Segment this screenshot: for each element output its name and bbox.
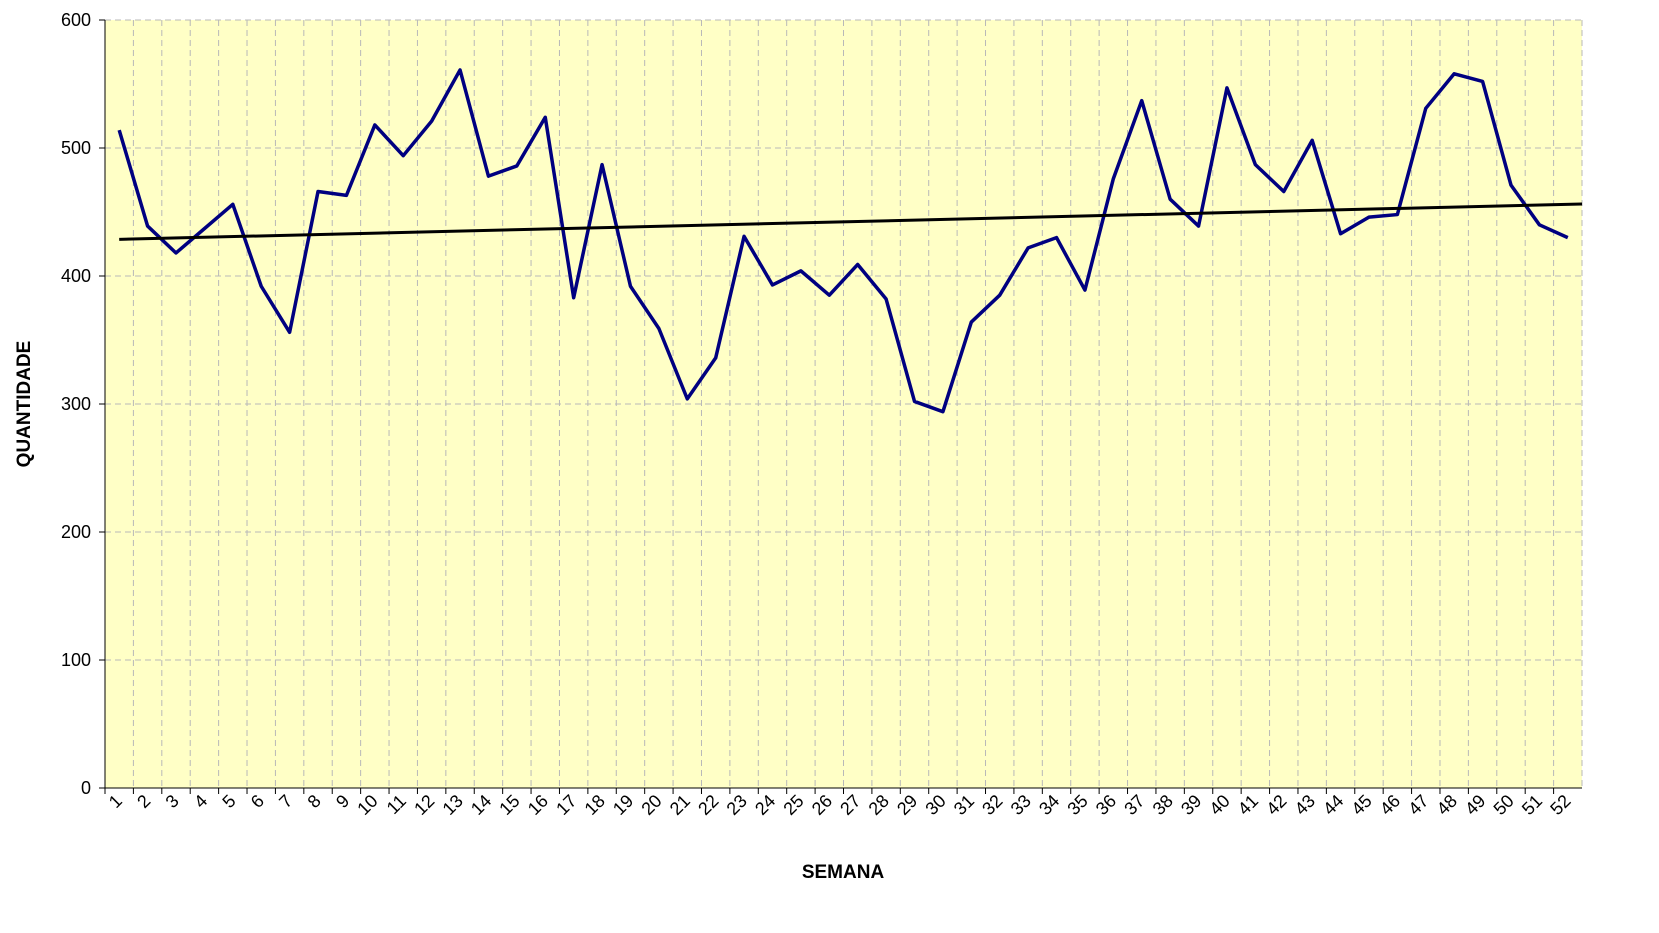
y-tick-label: 0	[81, 778, 91, 798]
x-tick-label: 36	[1092, 791, 1120, 819]
x-tick-label: 25	[779, 791, 807, 819]
x-tick-label: 40	[1205, 791, 1233, 819]
x-tick-label: 10	[353, 791, 381, 819]
data-line	[117, 68, 1569, 414]
x-tick-label: 35	[1063, 791, 1091, 819]
x-tick-label: 45	[1347, 791, 1375, 819]
x-tick-label: 38	[1149, 791, 1177, 819]
x-tick-label: 26	[808, 791, 836, 819]
x-tick-label: 9	[332, 791, 353, 812]
x-tick-label: 24	[751, 791, 779, 819]
x-tick-label: 14	[467, 791, 495, 819]
x-tick-label: 3	[162, 791, 183, 812]
x-tick-label: 7	[275, 791, 296, 812]
x-tick-label: 52	[1546, 791, 1574, 819]
x-tick-label: 20	[637, 791, 665, 819]
x-tick-label: 5	[218, 791, 239, 812]
x-tick-label: 22	[694, 791, 722, 819]
x-tick-label: 23	[723, 791, 751, 819]
x-tick-label: 19	[609, 791, 637, 819]
x-tick-label: 16	[524, 791, 552, 819]
x-tick-label: 13	[439, 791, 467, 819]
x-tick-label: 42	[1262, 791, 1290, 819]
y-tick-label: 100	[61, 650, 91, 670]
x-tick-label: 1	[105, 791, 126, 812]
x-tick-label: 6	[247, 791, 268, 812]
x-tick-label: 12	[410, 791, 438, 819]
trend-line	[119, 202, 1583, 241]
y-tick-label: 200	[61, 522, 91, 542]
x-tick-label: 46	[1376, 791, 1404, 819]
x-tick-label: 2	[133, 791, 154, 812]
x-tick-label: 21	[666, 791, 694, 819]
x-tick-label: 49	[1461, 791, 1489, 819]
x-tick-label: 33	[1007, 791, 1035, 819]
y-axis-title: QUANTIDADE	[14, 341, 35, 468]
x-tick-label: 31	[950, 791, 978, 819]
x-tick-label: 41	[1234, 791, 1262, 819]
x-tick-label: 8	[304, 791, 325, 812]
x-tick-label: 34	[1035, 791, 1063, 819]
x-tick-label: 11	[383, 791, 410, 818]
x-tick-label: 17	[552, 791, 580, 819]
y-tick-label: 500	[61, 138, 91, 158]
x-tick-label: 28	[865, 791, 893, 819]
x-tick-label: 48	[1433, 791, 1461, 819]
x-axis-title: SEMANA	[802, 862, 885, 883]
x-tick-label: 27	[836, 791, 864, 819]
x-tick-label: 44	[1319, 791, 1347, 819]
x-tick-label: 37	[1120, 791, 1148, 819]
x-tick-label: 15	[495, 791, 523, 819]
y-tick-label: 300	[61, 394, 91, 414]
x-tick-label: 29	[893, 791, 921, 819]
x-tick-label: 43	[1291, 791, 1319, 819]
y-tick-label: 400	[61, 266, 91, 286]
x-tick-label: 50	[1490, 791, 1518, 819]
x-tick-label: 30	[921, 791, 949, 819]
x-tick-label: 39	[1177, 791, 1205, 819]
x-tick-label: 4	[190, 791, 211, 812]
x-tick-label: 47	[1404, 791, 1432, 819]
x-tick-label: 32	[978, 791, 1006, 819]
x-tick-label: 51	[1518, 791, 1546, 819]
x-tick-label: 18	[581, 791, 609, 819]
y-tick-label: 600	[61, 10, 91, 30]
